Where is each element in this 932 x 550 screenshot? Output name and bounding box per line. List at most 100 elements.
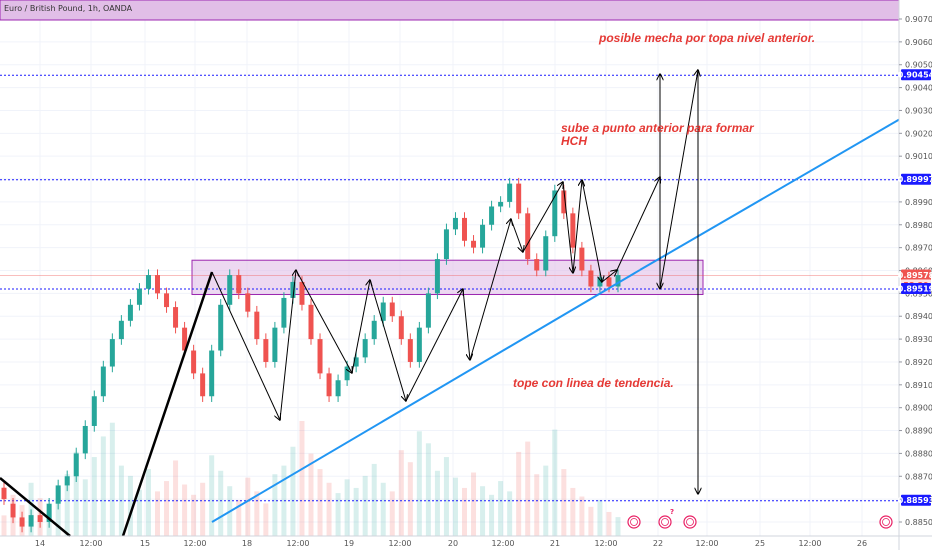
time-tick-label: 12:00 bbox=[594, 539, 617, 548]
candle-body bbox=[489, 206, 495, 225]
candle bbox=[443, 223, 449, 265]
time-tick-label: 26 bbox=[857, 539, 867, 548]
volume-bar bbox=[561, 469, 567, 536]
candle bbox=[462, 212, 467, 247]
candle bbox=[434, 253, 440, 300]
candle bbox=[191, 344, 197, 380]
candle bbox=[371, 315, 377, 345]
annotation-line: sube a punto anterior para formar bbox=[561, 121, 755, 135]
candle-body bbox=[299, 281, 305, 305]
candle-body bbox=[46, 503, 52, 522]
pattern-arrow[interactable] bbox=[510, 218, 523, 252]
calendar-event-icon[interactable] bbox=[627, 515, 641, 529]
candle bbox=[19, 511, 25, 533]
volume-bar bbox=[218, 470, 224, 536]
candle bbox=[64, 470, 70, 492]
time-tick-label: 19 bbox=[344, 539, 354, 548]
price-label-level[interactable]: 0.89997 bbox=[898, 173, 932, 185]
candle-body bbox=[272, 327, 278, 362]
pattern-arrow[interactable] bbox=[659, 70, 698, 290]
pattern-arrow[interactable] bbox=[572, 180, 582, 274]
pattern-arrow[interactable] bbox=[462, 288, 470, 360]
price-label-level[interactable]: 0.88593 bbox=[898, 494, 932, 506]
volume-bar bbox=[552, 429, 558, 536]
pattern-arrow[interactable] bbox=[469, 219, 511, 361]
trendline-segment[interactable] bbox=[211, 269, 641, 523]
pattern-arrow[interactable] bbox=[295, 269, 352, 373]
pattern-arrow[interactable] bbox=[351, 280, 370, 374]
trendline[interactable] bbox=[211, 118, 900, 523]
volume-bar bbox=[344, 479, 350, 536]
candle bbox=[516, 177, 522, 220]
annotation-text: tope con linea de tendencia. bbox=[513, 376, 674, 390]
candle bbox=[335, 374, 341, 402]
candle bbox=[254, 305, 260, 345]
calendar-event-icon[interactable] bbox=[879, 515, 893, 529]
candle bbox=[407, 333, 413, 368]
candle-body bbox=[579, 247, 585, 271]
candle bbox=[308, 299, 314, 345]
candle bbox=[109, 333, 115, 373]
candle bbox=[200, 367, 206, 402]
pattern-arrow[interactable] bbox=[581, 179, 602, 282]
event-question-icon: ? bbox=[670, 508, 674, 516]
price-label-level[interactable]: 0.89519 bbox=[898, 283, 932, 295]
time-tick-label: 12:00 bbox=[286, 539, 309, 548]
candle-body bbox=[236, 275, 242, 294]
time-tick-label: 12:00 bbox=[79, 539, 102, 548]
time-axis[interactable]: 14 12:00 15 12:00 18 12:00 19 12:00 20 12:00 21 12:… bbox=[0, 535, 932, 548]
volume-bar bbox=[236, 499, 242, 536]
candle bbox=[118, 315, 124, 345]
volume-bar bbox=[462, 487, 467, 536]
volume-bar bbox=[191, 494, 197, 536]
candle-body bbox=[254, 311, 260, 340]
volume-bar bbox=[570, 487, 576, 536]
calendar-event-icon[interactable] bbox=[683, 515, 697, 529]
pattern-arrow[interactable] bbox=[562, 181, 573, 273]
volume-bar bbox=[272, 474, 278, 536]
event-markers[interactable]: ? bbox=[627, 508, 893, 529]
calendar-event-icon[interactable] bbox=[658, 515, 672, 529]
volume-bar bbox=[290, 446, 296, 536]
pattern-arrow[interactable] bbox=[522, 182, 563, 253]
time-tick-label: 25 bbox=[755, 539, 765, 548]
pattern-arrow[interactable] bbox=[616, 177, 660, 271]
pattern-drawings[interactable] bbox=[0, 70, 698, 537]
price-label-current[interactable]: 0.89578 bbox=[898, 269, 932, 281]
pattern-arrow[interactable] bbox=[405, 289, 463, 402]
price-label-level[interactable]: 0.90454 bbox=[898, 69, 932, 81]
pattern-arrow[interactable] bbox=[369, 279, 406, 401]
candle-body bbox=[290, 281, 296, 298]
trendline-segment[interactable] bbox=[639, 118, 900, 271]
candle bbox=[272, 321, 278, 368]
candle-body bbox=[263, 339, 269, 362]
candle-body bbox=[136, 288, 142, 305]
volume-bar bbox=[597, 499, 603, 536]
volume-bar bbox=[254, 491, 260, 536]
price-label-box bbox=[901, 173, 931, 185]
time-tick-label: 12:00 bbox=[695, 539, 718, 548]
pattern-arrow[interactable] bbox=[211, 271, 280, 420]
time-tick-label: 12:00 bbox=[491, 539, 514, 548]
event-core bbox=[882, 518, 890, 526]
candle-body bbox=[73, 453, 79, 477]
volume-bar bbox=[606, 511, 612, 536]
pattern-arrow[interactable] bbox=[601, 270, 617, 283]
candle bbox=[588, 264, 594, 293]
candle-body bbox=[389, 302, 395, 317]
pattern-arrow[interactable] bbox=[279, 270, 296, 421]
candle-body bbox=[380, 302, 386, 321]
price-label-text: 0.89519 bbox=[898, 285, 932, 294]
event-core bbox=[630, 518, 638, 526]
candle-body bbox=[227, 275, 233, 305]
candle-body bbox=[100, 366, 106, 397]
candle-body bbox=[127, 304, 133, 321]
